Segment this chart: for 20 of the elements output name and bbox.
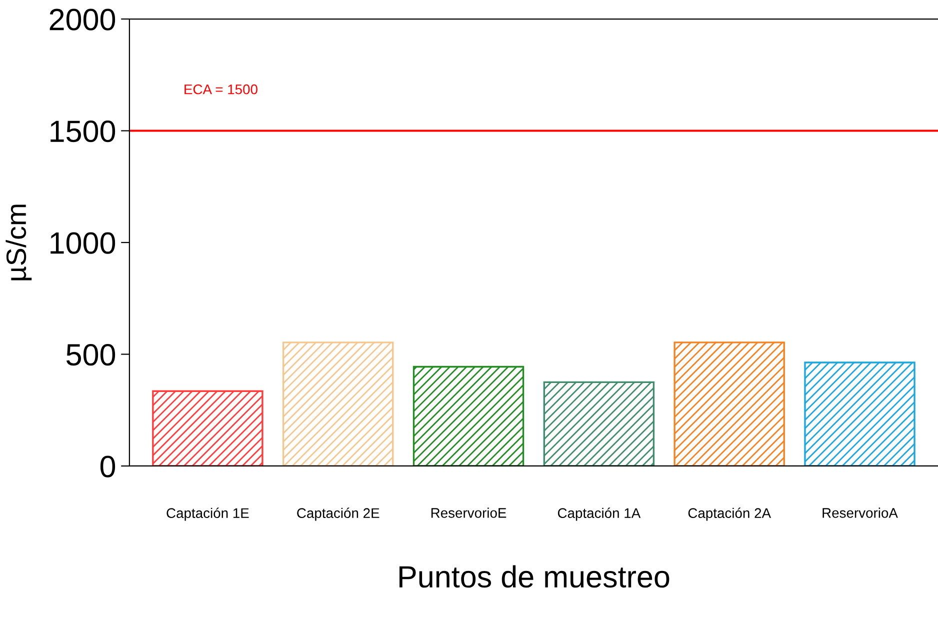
y-tick-label: 2000 <box>50 8 116 30</box>
y-tick-label: 1000 <box>50 232 116 254</box>
bar <box>804 362 916 466</box>
x-tick-label: ReservorioA <box>822 508 898 518</box>
bar <box>543 381 655 466</box>
x-axis-title: Puntos de muestreo <box>400 565 670 588</box>
bar <box>282 342 394 466</box>
bar <box>152 390 264 466</box>
x-tick-label: ReservorioE <box>431 508 506 518</box>
y-axis-title: µS/cm <box>6 204 32 280</box>
bar <box>412 366 524 466</box>
x-tick-label: Captación 2E <box>297 508 380 521</box>
y-tick-label: 0 <box>100 456 116 478</box>
ref-line-label: ECA = 1500 <box>184 84 258 94</box>
x-tick-label: Captación 2A <box>688 508 772 521</box>
y-tick-label: 500 <box>66 344 116 366</box>
y-tick-label: 1500 <box>50 120 116 142</box>
bar <box>674 342 785 466</box>
x-tick-label: Captación 1A <box>558 508 641 521</box>
x-tick-label: Captación 1E <box>166 508 249 521</box>
